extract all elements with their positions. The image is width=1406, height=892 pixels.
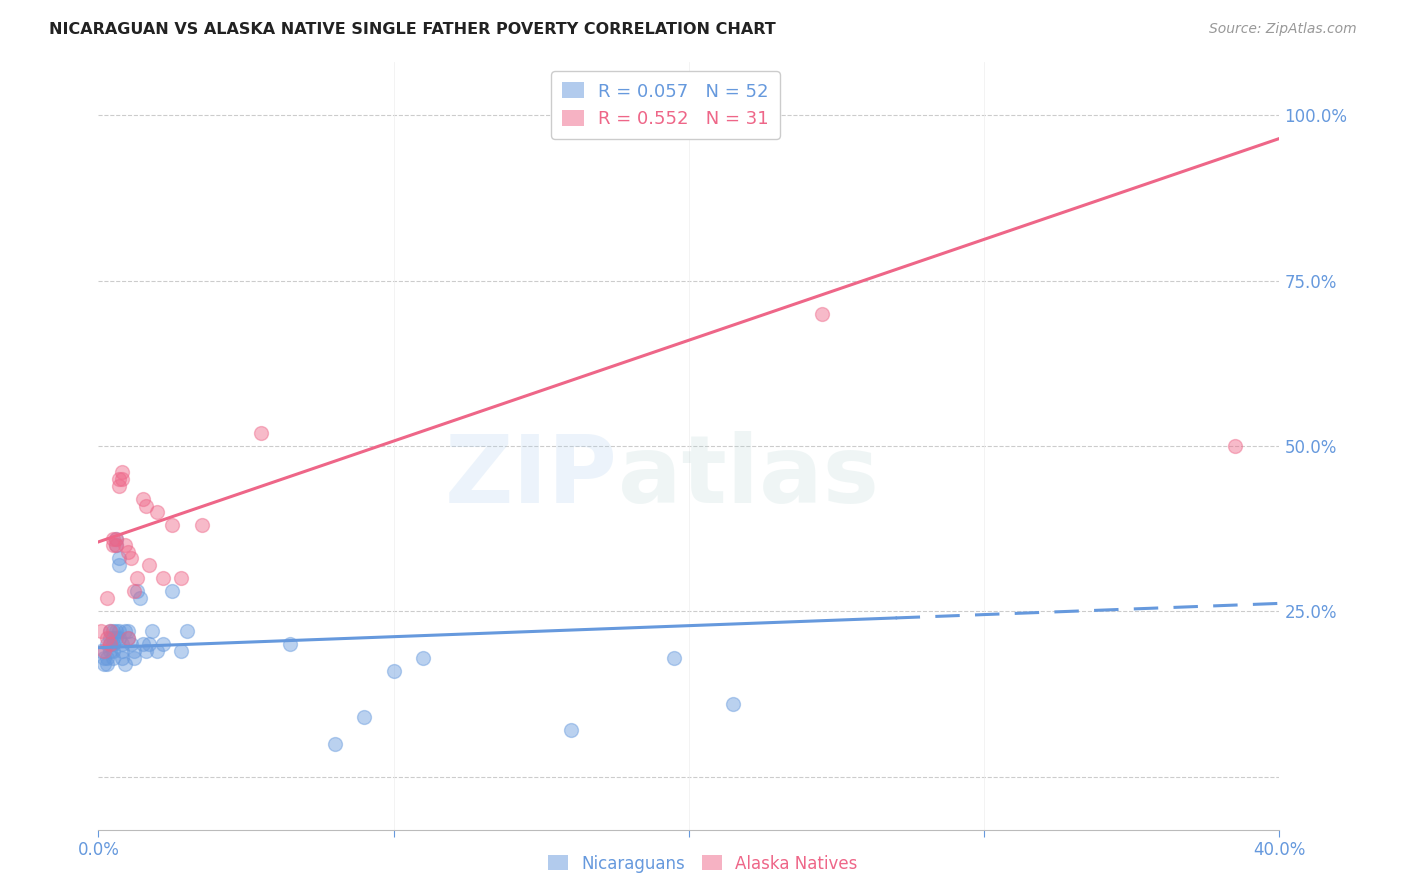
Point xyxy=(108,472,131,486)
Point xyxy=(93,657,115,672)
Point xyxy=(103,637,125,651)
Point xyxy=(125,584,148,599)
Point xyxy=(105,624,128,639)
Point xyxy=(723,697,745,711)
Point xyxy=(96,591,118,606)
Point xyxy=(114,624,136,639)
Point xyxy=(810,307,832,321)
Point xyxy=(108,551,131,566)
Point xyxy=(141,624,163,639)
Point xyxy=(93,650,115,665)
Point xyxy=(103,538,125,552)
Point xyxy=(93,644,115,658)
Legend: Nicaraguans, Alaska Natives: Nicaraguans, Alaska Natives xyxy=(541,848,865,880)
Point xyxy=(146,505,169,519)
Point xyxy=(135,499,157,513)
Point xyxy=(122,584,145,599)
Point xyxy=(382,664,405,678)
Point xyxy=(138,558,160,572)
Point xyxy=(98,624,121,639)
Point xyxy=(170,644,193,658)
Point xyxy=(111,472,134,486)
Point xyxy=(132,637,155,651)
Point xyxy=(98,637,121,651)
Point xyxy=(353,710,375,724)
Point xyxy=(111,637,134,651)
Point xyxy=(111,466,134,480)
Point xyxy=(98,631,121,645)
Point xyxy=(96,637,118,651)
Legend: R = 0.057   N = 52, R = 0.552   N = 31: R = 0.057 N = 52, R = 0.552 N = 31 xyxy=(551,71,779,138)
Point xyxy=(323,737,346,751)
Point xyxy=(90,644,112,658)
Point xyxy=(103,532,125,546)
Point xyxy=(111,644,134,658)
Text: NICARAGUAN VS ALASKA NATIVE SINGLE FATHER POVERTY CORRELATION CHART: NICARAGUAN VS ALASKA NATIVE SINGLE FATHE… xyxy=(49,22,776,37)
Point xyxy=(105,538,128,552)
Point xyxy=(170,571,193,585)
Point xyxy=(122,644,145,658)
Point xyxy=(176,624,198,639)
Point xyxy=(117,631,139,645)
Point xyxy=(128,591,150,606)
Point xyxy=(105,538,128,552)
Point xyxy=(96,657,118,672)
Point xyxy=(120,551,142,566)
Point xyxy=(191,518,214,533)
Point xyxy=(98,624,121,639)
Point xyxy=(152,637,174,651)
Point xyxy=(108,631,131,645)
Point xyxy=(125,571,148,585)
Text: ZIP: ZIP xyxy=(446,431,619,523)
Point xyxy=(98,637,121,651)
Point xyxy=(152,571,174,585)
Point xyxy=(111,650,134,665)
Point xyxy=(280,637,302,651)
Point xyxy=(250,425,273,440)
Point xyxy=(117,624,139,639)
Point xyxy=(103,644,125,658)
Point xyxy=(132,491,155,506)
Point xyxy=(108,478,131,492)
Point xyxy=(114,538,136,552)
Point xyxy=(117,631,139,645)
Point xyxy=(114,657,136,672)
Point xyxy=(162,518,183,533)
Point xyxy=(120,637,142,651)
Point xyxy=(96,631,118,645)
Point xyxy=(117,545,139,559)
Point xyxy=(1225,439,1247,453)
Point xyxy=(664,650,686,665)
Point xyxy=(108,558,131,572)
Point xyxy=(103,631,125,645)
Point xyxy=(146,644,169,658)
Text: Source: ZipAtlas.com: Source: ZipAtlas.com xyxy=(1209,22,1357,37)
Point xyxy=(105,631,128,645)
Point xyxy=(162,584,183,599)
Point xyxy=(103,650,125,665)
Point xyxy=(122,650,145,665)
Point xyxy=(105,532,128,546)
Point xyxy=(560,723,582,738)
Text: atlas: atlas xyxy=(619,431,879,523)
Point xyxy=(108,624,131,639)
Point xyxy=(98,644,121,658)
Point xyxy=(96,650,118,665)
Point xyxy=(105,532,128,546)
Point xyxy=(135,644,157,658)
Point xyxy=(138,637,160,651)
Point xyxy=(90,624,112,639)
Point xyxy=(103,624,125,639)
Point xyxy=(412,650,434,665)
